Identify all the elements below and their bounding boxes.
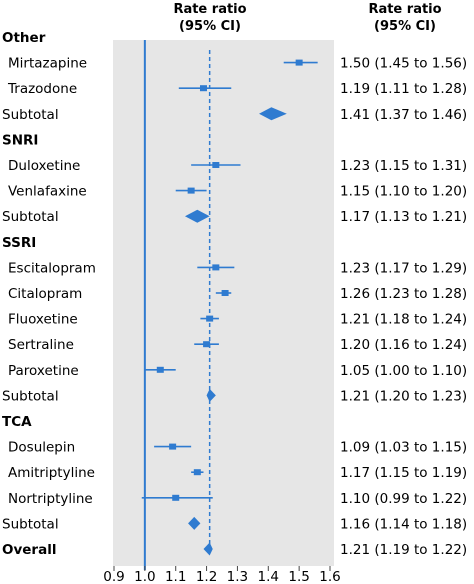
point-estimate [295,59,303,66]
study-label: Paroxetine [8,363,79,379]
ci-value: 1.15 (1.10 to 1.20) [340,184,467,200]
ci-value: 1.16 (1.14 to 1.18) [340,516,467,532]
study-label: Escitalopram [8,260,96,276]
subtotal-label: Subtotal [2,107,59,123]
ci-value: 1.21 (1.19 to 1.22) [340,542,467,558]
ci-value: 1.09 (1.03 to 1.15) [340,440,467,456]
ci-value: 1.26 (1.23 to 1.28) [340,286,467,302]
x-tick-label: 0.9 [103,569,124,584]
ci-value: 1.23 (1.15 to 1.31) [340,158,467,174]
point-estimate [187,187,195,194]
study-label: Mirtazapine [8,56,87,72]
x-tick-label: 1.1 [165,569,186,584]
subtotal-diamond [259,107,287,121]
subtotal-diamond [206,388,216,402]
ci-column-header-line1: Rate ratio [368,2,441,17]
point-estimate [212,162,220,168]
x-tick-label: 1.5 [288,569,309,584]
ci-value: 1.17 (1.15 to 1.19) [340,465,467,481]
ci-value: 1.21 (1.18 to 1.24) [340,312,467,328]
ci-value: 1.41 (1.37 to 1.46) [340,107,467,123]
study-label: Venlafaxine [8,184,87,200]
overall-diamond [203,542,213,556]
x-tick-label: 1.4 [258,569,279,584]
subtotal-label: Subtotal [2,516,59,532]
point-estimate [172,494,180,501]
point-estimate [221,290,229,296]
ci-value: 1.23 (1.17 to 1.29) [340,260,467,276]
x-tick-label: 1.2 [196,569,217,584]
plot-panel [113,40,334,566]
plot-header-line1: Rate ratio [173,2,246,17]
subtotal-diamond [188,516,201,530]
x-tick-label: 1.6 [319,569,340,584]
point-estimate [212,264,220,271]
study-label: Amitriptyline [8,465,95,481]
study-label: Nortriptyline [8,491,93,507]
ci-value: 1.05 (1.00 to 1.10) [340,363,467,379]
study-label: Duloxetine [8,158,80,174]
study-label: Dosulepin [8,440,75,456]
group-label: SSRI [2,235,36,251]
point-estimate [169,443,177,450]
point-estimate [206,315,214,322]
point-estimate [203,341,211,348]
ci-value: 1.21 (1.20 to 1.23) [340,388,467,404]
x-tick-label: 1.3 [227,569,248,584]
plot-header-line2: (95% CI) [179,19,241,34]
x-tick-label: 1.0 [134,569,155,584]
subtotal-label: Subtotal [2,388,59,404]
ci-value: 1.19 (1.11 to 1.28) [340,81,467,97]
point-estimate [199,85,207,92]
group-label: SNRI [2,132,38,148]
study-label: Citalopram [8,286,82,302]
ci-value: 1.17 (1.13 to 1.21) [340,209,467,225]
ci-value: 1.20 (1.16 to 1.24) [340,337,467,353]
subtotal-diamond [184,209,210,223]
ci-column-header-line2: (95% CI) [374,19,436,34]
group-label: TCA [2,414,32,430]
subtotal-label: Subtotal [2,209,59,225]
ci-value: 1.50 (1.45 to 1.56) [340,56,467,72]
study-label: Sertraline [8,337,74,353]
point-estimate [156,366,164,373]
study-label: Trazodone [7,81,77,97]
group-label: Other [2,30,46,46]
overall-label: Overall [2,542,56,558]
study-label: Fluoxetine [8,312,78,328]
ci-value: 1.10 (0.99 to 1.22) [340,491,467,507]
point-estimate [193,469,201,476]
